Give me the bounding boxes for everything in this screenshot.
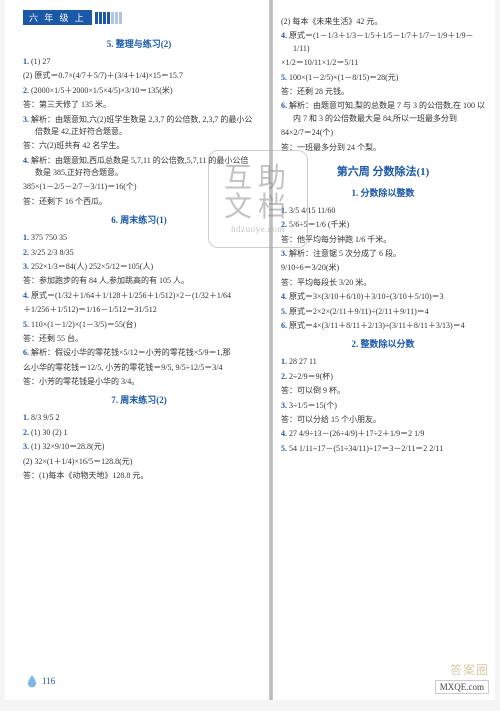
item: 4. 原式＝3×(3/10＋6/10)＋3/10÷(3/10＋5/10)＝3 — [281, 291, 485, 303]
item: 答：小芳的零花钱是小华的 3/4。 — [23, 376, 255, 388]
left-column: 5. 整理与练习(2) 1. (1) 27 (2) 原式＝0.7×(4/7＋5/… — [23, 32, 255, 484]
item: 3. 解析：由题意知,六(2)班学生数是 2,3,7 的公倍数, 2,3,7 的… — [23, 114, 255, 139]
item: 1. 375 750 35 — [23, 232, 255, 244]
item: 4. 27 4/9÷13－(26÷4/9)＋17÷2＋1/9＝2 1/9 — [281, 428, 485, 440]
brand-text: 答案圈 — [450, 661, 489, 678]
site-tag: MXQE.com — [435, 680, 489, 694]
item: 6. 解析：由题意可知,梨的总数是 7 与 3 的公倍数,在 100 以内 7 … — [281, 100, 485, 125]
item: 答：第三天修了 135 米。 — [23, 99, 255, 111]
item: 2. 3/25 2/3 8/35 — [23, 247, 255, 259]
item: 答：可以分给 15 个小朋友。 — [281, 414, 485, 426]
item: 5. 100×(1－2/5)×(1－8/15)＝28(元) — [281, 72, 485, 84]
page: 六 年 级 上 5. 整理与练习(2) 1. (1) 27 (2) 原式＝0.7… — [5, 0, 495, 700]
item: 385×(1－2/5－2/7－3/11)＝16(个) — [23, 181, 255, 193]
item: 答：还剩 55 台。 — [23, 333, 255, 345]
header-bars — [95, 12, 122, 24]
item: 2. 2÷2/9＝9(杯) — [281, 371, 485, 383]
section-title: 6. 周末练习(1) — [23, 214, 255, 228]
section-title: 7. 周末练习(2) — [23, 394, 255, 408]
item: 9/10÷6＝3/20(米) — [281, 262, 485, 274]
page-number: 116 — [25, 674, 55, 688]
item: 答：他平均每分钟跑 1/6 千米。 — [281, 234, 485, 246]
item: 么小华的零花钱＝12/5, 小芳的零花钱＝9/5, 9/5÷12/5＝3/4 — [23, 362, 255, 374]
item: 4. 原式＝(1－1/3＋1/3－1/5＋1/5－1/7＋1/7－1/9＋1/9… — [281, 30, 485, 55]
item: 答：参加跑步的有 84 人,参加跳高的有 105 人。 — [23, 275, 255, 287]
item: 4. 解析：由题意知,西瓜总数是 5,7,11 的公倍数,5,7,11 的最小公… — [23, 155, 255, 180]
item: 1. (1) 27 — [23, 56, 255, 68]
item: 4. 原式＝(1/32＋1/64＋1/128＋1/256＋1/512)×2－(1… — [23, 290, 255, 302]
chapter-title: 第六周 分数除法(1) — [281, 164, 485, 181]
item: 答：还剩下 16 个西瓜。 — [23, 196, 255, 208]
item: 5. 54 1/11÷17－(51÷34/11)÷17＝3－2/11＝2 2/1… — [281, 443, 485, 455]
item: 6. 解析：假设小华的零花钱×5/12＝小芳的零花钱×5/9＝1,那 — [23, 347, 255, 359]
section-title: 2. 整数除以分数 — [281, 338, 485, 352]
item: (2) 32×(1＋1/4)×16/5＝128.8(元) — [23, 456, 255, 468]
item: 3. 解析：注意锯 5 次分成了 6 段。 — [281, 248, 485, 260]
section-title: 1. 分数除以整数 — [281, 187, 485, 201]
section-title: 5. 整理与练习(2) — [23, 38, 255, 52]
drop-icon — [25, 674, 39, 688]
column-divider — [269, 0, 273, 700]
grade-label: 六 年 级 上 — [23, 10, 92, 25]
item: 3. 252×1/3＝84(人) 252×5/12＝105(人) — [23, 261, 255, 273]
item: (2) 原式＝0.7×(4/7＋5/7)＋(3/4＋1/4)×15＝15.7 — [23, 70, 255, 82]
item: 3. (1) 32×9/10＝28.8(元) — [23, 441, 255, 453]
item: 答：还剩 28 元钱。 — [281, 86, 485, 98]
item: 6. 原式＝4×(3/11＋8/11＋2/13)÷(3/11＋8/11＋3/13… — [281, 320, 485, 332]
item: 1. 3/5 4/15 11/60 — [281, 205, 485, 217]
item: 84×2/7＝24(个) — [281, 127, 485, 139]
item: 5. 110×(1－1/2)×(1－3/5)＝55(台) — [23, 319, 255, 331]
item: 5. 原式＝2×2×(2/11＋9/11)÷(2/11＋9/11)＝4 — [281, 306, 485, 318]
page-header: 六 年 级 上 — [23, 10, 122, 25]
item: ×1/2＝10/11×1/2＝5/11 — [281, 57, 485, 69]
right-column: (2) 每本《未来生活》42 元。 4. 原式＝(1－1/3＋1/3－1/5＋1… — [281, 14, 485, 457]
item: 答：(1)每本《动物天地》128.8 元。 — [23, 470, 255, 482]
item: 1. 28 27 11 — [281, 356, 485, 368]
item: 2. 5/6÷5＝1/6 (千米) — [281, 219, 485, 231]
item: 答：一班最多分到 24 个梨。 — [281, 142, 485, 154]
item: (2) 每本《未来生活》42 元。 — [281, 16, 485, 28]
item: 2. (2000×1/5＋2000×1/5×4/5)×3/10＝135(米) — [23, 85, 255, 97]
item: 答：可以倒 9 杯。 — [281, 385, 485, 397]
item: 3. 3÷1/5＝15(个) — [281, 400, 485, 412]
item: 2. (1) 30 (2) 1 — [23, 427, 255, 439]
item: 1. 8/3 9/5 2 — [23, 412, 255, 424]
item: 答：六(2)班共有 42 名学生。 — [23, 140, 255, 152]
item: ＋1/256＋1/512)＝1/16－1/512＝31/512 — [23, 304, 255, 316]
item: 答：平均每段长 3/20 米。 — [281, 277, 485, 289]
